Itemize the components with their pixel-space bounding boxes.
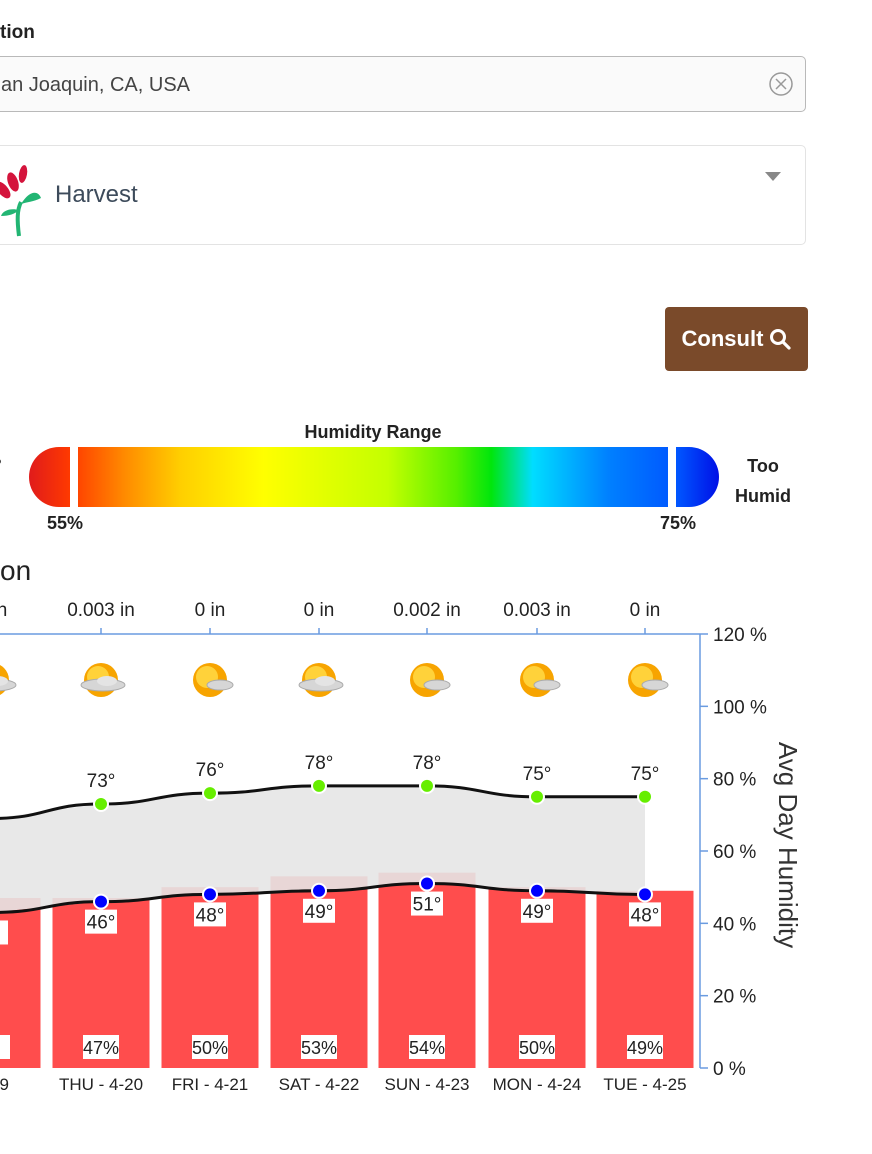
- low-temp-label-bg: [521, 898, 553, 923]
- crop-select[interactable]: Harvest: [0, 145, 806, 245]
- humidity-label-bg: [519, 1035, 555, 1059]
- crop-label: Harvest: [55, 181, 138, 208]
- harvest-icon: [0, 165, 41, 237]
- partly-cloudy-icon-cloud-top: [315, 676, 335, 686]
- low-temp-point: [529, 882, 545, 899]
- category-label: TUE - 4-25: [603, 1075, 686, 1094]
- precip-label: 0.003 in: [67, 600, 135, 621]
- humidity-value-label: 49%: [627, 1038, 663, 1058]
- low-temp-point: [202, 886, 218, 903]
- category-label: FRI - 4-21: [172, 1075, 249, 1094]
- high-temp-point: [202, 785, 218, 802]
- too-humid-line1: Too: [747, 456, 779, 476]
- low-temp-label-bg: [303, 898, 335, 923]
- humidity-high-label: 75%: [660, 513, 697, 533]
- partly-cloudy-icon-cloud-top: [97, 676, 117, 686]
- clear-icon[interactable]: [769, 72, 793, 96]
- y-tick-label: 120 %: [713, 625, 767, 646]
- too-humid-line2: Humid: [735, 486, 791, 506]
- too-humid-label: Too Humid: [726, 451, 800, 511]
- category-label: SAT - 4-22: [279, 1075, 360, 1094]
- high-temp-label: 73°: [87, 771, 116, 792]
- high-temp-point: [93, 795, 109, 812]
- sunny-icon-cloud: [641, 679, 669, 691]
- search-icon: [770, 329, 792, 350]
- high-temp-label: 78°: [413, 753, 442, 774]
- low-temp-point: [419, 875, 435, 892]
- category-label: 4-19: [0, 1075, 9, 1094]
- y-tick-label: 60 %: [713, 842, 756, 863]
- humidity-value-label: 54%: [409, 1038, 445, 1058]
- partly-cloudy-icon-cloud-top: [0, 676, 8, 686]
- y-tick-label: 100 %: [713, 697, 767, 718]
- low-temp-point: [637, 886, 653, 903]
- consult-button-label: Consult: [681, 326, 764, 351]
- humidity-label-bg: [409, 1035, 445, 1059]
- y-axis-label: Avg Day Humidity: [773, 742, 803, 948]
- location-value[interactable]: an Joaquin, CA, USA: [1, 74, 190, 96]
- sunny-icon-cloud: [533, 679, 561, 691]
- category-label: THU - 4-20: [59, 1075, 143, 1094]
- humidity-low-label: 55%: [47, 513, 84, 533]
- temperature-band: [0, 785, 645, 912]
- consult-button[interactable]: Consult: [665, 307, 808, 371]
- precip-label: 0.003 in: [503, 600, 571, 621]
- precip-label: 0 in: [195, 600, 226, 621]
- location-label: tion: [0, 22, 35, 43]
- humidity-chart: 1 in 0.003 in 0 in 0 in 0.002 in 0.003 in 0 in…: [0, 600, 803, 1094]
- low-temp-label: 51°: [413, 895, 442, 916]
- precip-label: 0 in: [304, 600, 335, 621]
- precip-label: 0 in: [630, 600, 661, 621]
- humidity-value-label: 50%: [192, 1038, 228, 1058]
- humidity-high-marker: [668, 447, 676, 507]
- y-tick-label: 20 %: [713, 987, 756, 1008]
- humidity-low-marker: [70, 447, 78, 507]
- humidity-label-bg: [301, 1035, 337, 1059]
- humidity-value-label: 53%: [301, 1038, 337, 1058]
- precip-label: 0.002 in: [393, 600, 461, 621]
- high-temp-label: 78°: [305, 753, 334, 774]
- low-temp-point: [93, 893, 109, 910]
- low-temp-label: 49°: [523, 902, 552, 923]
- humidity-value-label: 50%: [519, 1038, 555, 1058]
- low-temp-point: [311, 882, 327, 899]
- high-temp-label: 76°: [196, 760, 225, 781]
- y-tick-label: 0 %: [713, 1059, 746, 1080]
- category-label: SUN - 4-23: [384, 1075, 469, 1094]
- humidity-label-bg: [192, 1035, 228, 1059]
- high-temp-point: [637, 788, 653, 805]
- y-tick-label: 40 %: [713, 914, 756, 935]
- legend-dot: [0, 459, 1, 464]
- high-temp-point: [311, 777, 327, 794]
- sunny-icon-cloud: [423, 679, 451, 691]
- low-temp-label-bg: [629, 902, 661, 927]
- low-temp-label: 48°: [631, 905, 660, 926]
- category-label: MON - 4-24: [493, 1075, 582, 1094]
- chart-title: on: [0, 555, 32, 586]
- humidity-gradient-bar: [29, 447, 719, 507]
- low-temp-label-bg: [194, 902, 226, 927]
- humidity-label-bg: [627, 1035, 663, 1059]
- humidity-label-bg: [0, 1035, 10, 1059]
- humidity-range-title: Humidity Range: [304, 422, 442, 442]
- high-temp-label: 75°: [631, 764, 660, 785]
- high-temp-point: [529, 788, 545, 805]
- high-temp-point: [419, 777, 435, 794]
- precip-label: 1 in: [0, 600, 7, 621]
- high-temp-label: 75°: [523, 764, 552, 785]
- humidity-value-label: 47%: [83, 1038, 119, 1058]
- humidity-label-bg: [83, 1035, 119, 1059]
- sunny-icon-cloud: [206, 679, 234, 691]
- low-temp-label-bg: [411, 891, 443, 916]
- y-tick-label: 80 %: [713, 770, 756, 791]
- location-input[interactable]: an Joaquin, CA, USA: [0, 56, 806, 112]
- low-temp-label-bg: [85, 909, 117, 934]
- low-temp-label: 46°: [87, 913, 116, 934]
- low-temp-label: 49°: [305, 902, 334, 923]
- low-temp-label-bg: [0, 920, 8, 945]
- low-temp-label: 48°: [196, 905, 225, 926]
- chevron-down-icon[interactable]: [765, 172, 781, 181]
